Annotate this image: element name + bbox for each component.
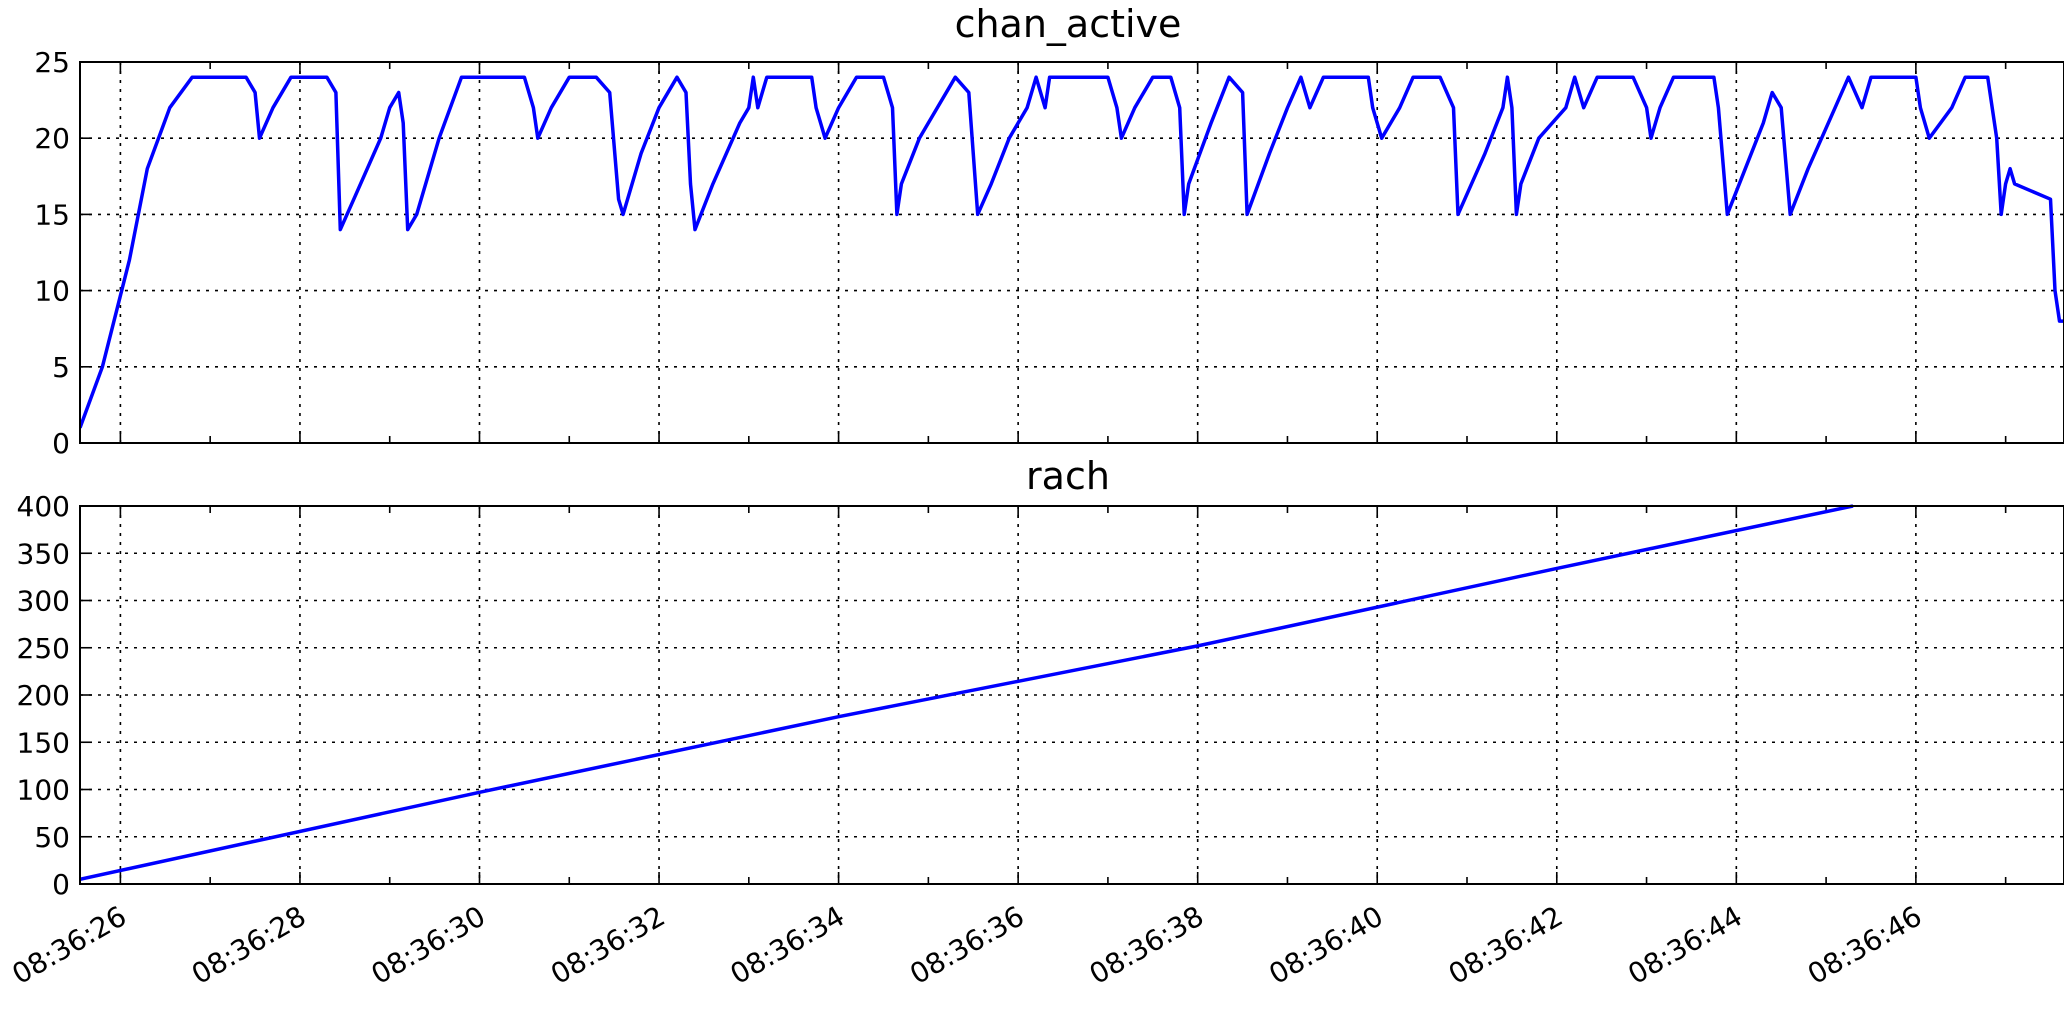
y-tick-label: 100 [17, 774, 70, 807]
x-tick-label: 08:36:38 [1084, 899, 1209, 990]
x-tick-label: 08:36:40 [1263, 899, 1388, 990]
x-tick-label: 08:36:34 [725, 899, 850, 990]
y-tick-label: 25 [34, 46, 70, 79]
y-tick-label: 250 [17, 632, 70, 665]
chart-title: chan_active [955, 2, 1182, 46]
x-tick-label: 08:36:46 [1802, 899, 1927, 990]
x-tick-label: 08:36:32 [545, 899, 670, 990]
x-tick-label: 08:36:36 [904, 899, 1029, 990]
y-tick-label: 10 [34, 275, 70, 308]
series-line [80, 75, 2064, 429]
y-tick-label: 50 [34, 821, 70, 854]
y-tick-label: 200 [17, 679, 70, 712]
plot-frame [79, 61, 2064, 444]
x-tick-label: 08:36:30 [366, 899, 491, 990]
x-tick-label: 08:36:44 [1622, 899, 1747, 990]
series-line [80, 504, 1854, 882]
chart-panel-rach: rach 08:36:26 08:36:28 08:36:30 08:36:32 08:… [6, 454, 2064, 991]
y-tick-label: 5 [52, 351, 70, 384]
x-tick-label: 08:36:28 [186, 899, 311, 990]
y-tick-label: 350 [17, 537, 70, 570]
y-tick-label: 150 [17, 726, 70, 759]
y-tick-label: 0 [52, 868, 70, 901]
chart-panel-chan-active: chan_active 0 5 10 15 20 25 [34, 2, 2064, 460]
y-tick-label: 20 [34, 122, 70, 155]
y-tick-label: 15 [34, 198, 70, 231]
y-tick-label: 0 [52, 427, 70, 460]
x-tick-label: 08:36:26 [6, 899, 131, 990]
plot-frame [79, 505, 2064, 885]
y-tick-label: 300 [17, 585, 70, 618]
chart-title: rach [1026, 454, 1110, 498]
x-tick-label: 08:36:42 [1443, 899, 1568, 990]
y-tick-label: 400 [17, 490, 70, 523]
